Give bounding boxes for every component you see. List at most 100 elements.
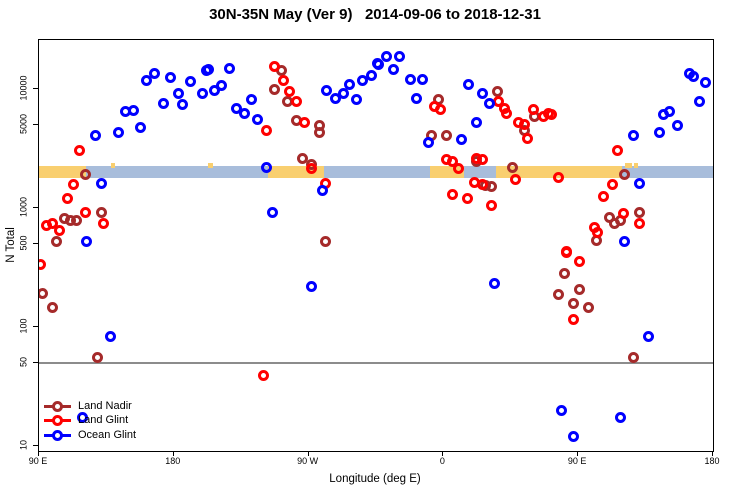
data-point-ocean-glint xyxy=(157,97,169,109)
data-point-land-glint xyxy=(39,258,46,270)
data-point-land-glint xyxy=(79,206,91,218)
data-point-land-nadir xyxy=(319,235,331,247)
data-point-ocean-glint xyxy=(223,62,235,74)
data-point-land-glint xyxy=(527,103,539,115)
data-point-land-nadir xyxy=(440,129,452,141)
data-point-land-nadir xyxy=(51,235,63,247)
data-point-ocean-glint xyxy=(267,206,279,218)
data-point-land-glint xyxy=(67,178,79,190)
x-tick-label: 180 xyxy=(704,456,720,466)
island-band-segment xyxy=(208,163,213,169)
data-point-land-glint xyxy=(598,191,610,203)
legend-label: Land Nadir xyxy=(78,399,132,412)
data-point-ocean-glint xyxy=(357,74,369,86)
data-point-land-glint xyxy=(611,144,623,156)
data-point-ocean-glint xyxy=(337,88,349,100)
data-point-ocean-glint xyxy=(664,105,676,117)
data-point-land-glint xyxy=(521,132,533,144)
data-point-ocean-glint xyxy=(76,411,88,423)
data-point-land-glint xyxy=(553,172,565,184)
ocean-glint-marker-icon xyxy=(44,429,71,441)
y-tick-label: 10 xyxy=(18,440,29,451)
x-tick xyxy=(172,451,174,456)
data-point-ocean-glint xyxy=(366,69,377,81)
data-point-land-glint xyxy=(518,118,530,130)
legend-item-ocean-glint: Ocean Glint xyxy=(44,428,136,443)
data-point-ocean-glint xyxy=(141,74,153,86)
data-point-land-glint xyxy=(568,314,580,326)
data-point-land-glint xyxy=(268,60,280,72)
data-point-land-nadir xyxy=(634,206,646,218)
y-tick-label: 10000 xyxy=(18,75,29,101)
data-point-ocean-glint xyxy=(196,87,208,99)
x-tick-label: 90 E xyxy=(567,456,587,466)
y-tick-label: 50 xyxy=(18,356,29,367)
data-point-land-nadir xyxy=(46,301,58,313)
y-tick xyxy=(33,207,38,208)
data-point-ocean-glint xyxy=(135,121,147,133)
data-point-ocean-glint xyxy=(148,68,160,80)
x-tick xyxy=(307,451,309,456)
data-point-land-glint xyxy=(634,217,646,229)
y-tick xyxy=(33,445,38,446)
data-point-ocean-glint xyxy=(634,177,646,189)
data-point-land-glint xyxy=(476,178,488,190)
data-point-ocean-glint xyxy=(316,185,328,197)
chart-title: 30N-35N May (Ver 9) 2014-09-06 to 2018-1… xyxy=(209,6,541,23)
data-point-land-nadir xyxy=(39,287,48,299)
data-point-ocean-glint xyxy=(470,117,482,129)
data-point-land-nadir xyxy=(568,297,580,309)
reference-line-50 xyxy=(39,361,713,364)
data-point-land-glint xyxy=(258,370,270,382)
data-point-ocean-glint xyxy=(484,97,496,109)
data-point-ocean-glint xyxy=(568,431,580,443)
data-point-land-nadir xyxy=(313,126,325,138)
data-point-land-glint xyxy=(306,163,318,175)
data-point-ocean-glint xyxy=(380,50,392,62)
data-point-land-nadir xyxy=(491,86,503,98)
data-point-land-glint xyxy=(592,226,604,238)
data-point-land-glint xyxy=(617,208,629,220)
data-point-ocean-glint xyxy=(373,58,385,70)
x-tick-label: 90 E xyxy=(28,456,48,466)
data-point-ocean-glint xyxy=(619,235,631,247)
data-point-land-nadir xyxy=(628,352,640,364)
x-tick-label: 0 xyxy=(439,456,445,466)
data-point-ocean-glint xyxy=(488,278,500,290)
data-point-land-glint xyxy=(461,192,473,204)
island-band-segment xyxy=(633,163,639,169)
data-point-ocean-glint xyxy=(643,330,655,342)
data-point-land-nadir xyxy=(79,168,91,180)
x-axis-label: Longitude (deg E) xyxy=(329,473,421,485)
data-point-land-glint xyxy=(298,117,310,129)
data-point-land-glint xyxy=(560,247,572,259)
data-point-land-nadir xyxy=(70,215,82,227)
data-point-land-glint xyxy=(97,217,109,229)
data-point-ocean-glint xyxy=(476,87,488,99)
legend-item-land-glint: Land Glint xyxy=(44,414,136,429)
data-point-ocean-glint xyxy=(165,72,177,84)
data-point-land-nadir xyxy=(96,206,108,218)
data-point-ocean-glint xyxy=(184,76,196,88)
data-point-land-nadir xyxy=(297,152,309,164)
data-point-land-glint xyxy=(73,144,85,156)
data-point-land-glint xyxy=(283,85,295,97)
y-tick xyxy=(33,361,38,363)
data-point-land-nadir xyxy=(583,302,595,314)
data-point-land-glint xyxy=(500,108,512,120)
data-point-land-glint xyxy=(485,200,497,212)
data-point-land-nadir xyxy=(506,162,518,174)
y-tick xyxy=(33,88,38,89)
y-tick-label: 5000 xyxy=(18,113,29,134)
data-point-land-glint xyxy=(261,124,273,136)
data-point-land-glint xyxy=(434,104,446,116)
land-band-segment xyxy=(39,166,87,179)
data-point-land-nadir xyxy=(553,289,565,301)
data-point-ocean-glint xyxy=(694,96,706,108)
data-point-ocean-glint xyxy=(700,76,711,88)
data-point-ocean-glint xyxy=(177,98,189,110)
data-point-land-glint xyxy=(574,256,586,268)
legend-label: Land Glint xyxy=(78,414,129,427)
data-point-ocean-glint xyxy=(388,63,400,75)
